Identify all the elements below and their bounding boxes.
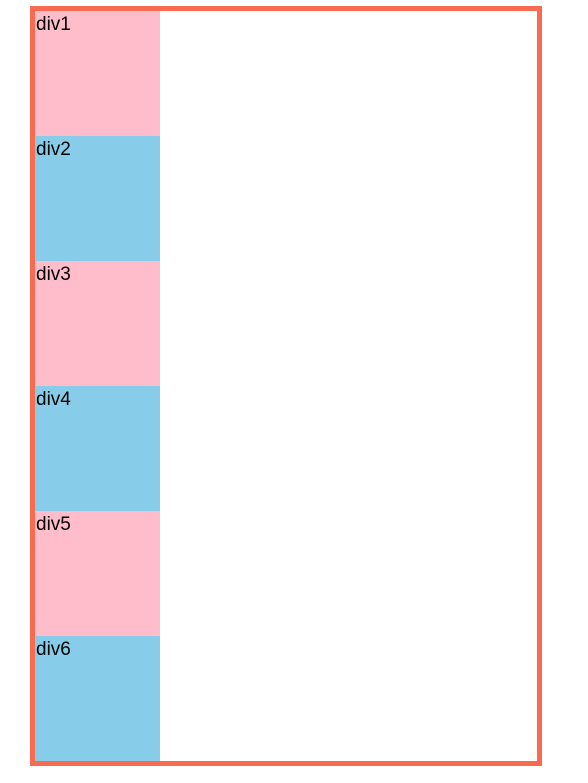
outer-container: div1 div2 div3 div4 div5 div6 [30,6,542,766]
div5-label: div5 [36,514,71,535]
div2-label: div2 [36,139,71,160]
div1-label: div1 [36,14,71,35]
div2-box: div2 [35,136,160,261]
div4-box: div4 [35,386,160,511]
div3-box: div3 [35,261,160,386]
div1-box: div1 [35,11,160,136]
div4-label: div4 [36,389,71,410]
div3-label: div3 [36,264,71,285]
div6-box: div6 [35,636,160,761]
div5-box: div5 [35,511,160,636]
div6-label: div6 [36,639,71,660]
